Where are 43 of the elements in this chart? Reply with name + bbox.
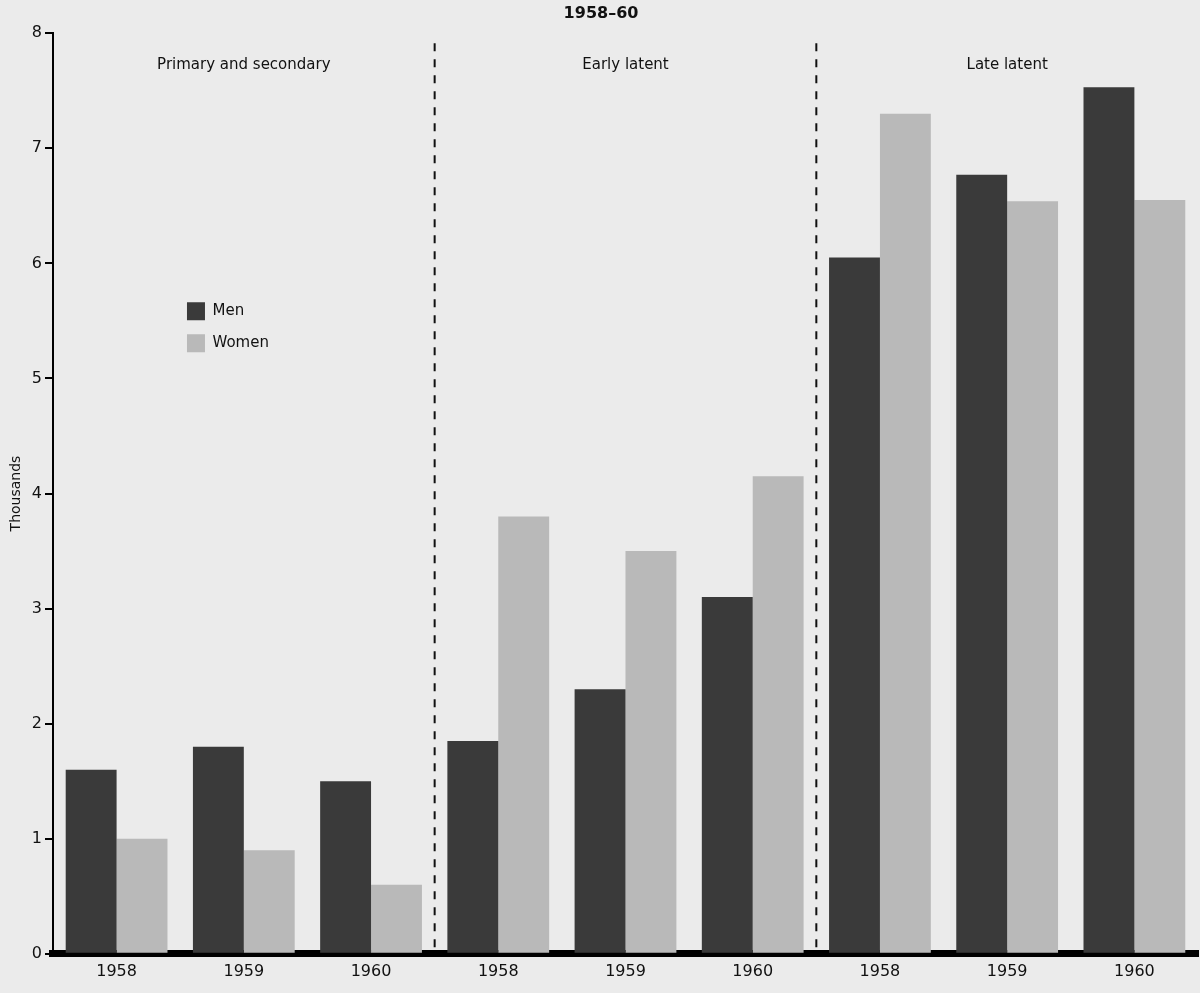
- annotation: Late latent: [966, 55, 1048, 74]
- x-tick-label: 1958: [477, 960, 519, 980]
- x-tick-label: 1959: [223, 960, 265, 980]
- y-tick-label: 8: [31, 22, 42, 42]
- y-tick-label: 1: [31, 827, 42, 847]
- bar: [625, 551, 677, 953]
- legend-label: Women: [212, 333, 269, 352]
- y-tick-label: 4: [31, 482, 42, 502]
- y-tick-label: 5: [31, 367, 42, 387]
- y-tick-label: 2: [31, 712, 42, 732]
- bar: [371, 884, 422, 953]
- bar: [701, 597, 753, 953]
- bar: [1134, 200, 1186, 953]
- x-tick-label: 1960: [732, 960, 774, 980]
- x-tick-label: 1958: [859, 960, 901, 980]
- y-tick-label: 3: [31, 597, 42, 617]
- y-tick-label: 7: [31, 137, 42, 157]
- bar: [192, 746, 244, 953]
- y-tick-label: 0: [31, 942, 42, 962]
- legend-label: Men: [212, 301, 245, 320]
- x-tick-label: 1958: [96, 960, 137, 980]
- chart-title: 1958–60: [563, 2, 639, 22]
- y-axis-title: Thousands: [7, 455, 24, 533]
- bar: [1007, 201, 1059, 953]
- annotation: Primary and secondary: [157, 55, 331, 74]
- bar: [752, 476, 804, 953]
- bar: [829, 257, 880, 953]
- x-tick-label: 1960: [1114, 960, 1155, 980]
- bar: [956, 174, 1008, 953]
- bar: [116, 838, 168, 953]
- bar: [320, 781, 372, 953]
- x-tick-label: 1959: [986, 960, 1028, 980]
- y-tick-label: 6: [31, 252, 42, 272]
- bar: [447, 740, 499, 953]
- bar: [243, 850, 295, 953]
- bar: [1083, 87, 1135, 953]
- x-tick-label: 1959: [605, 960, 646, 980]
- bar: [879, 113, 931, 953]
- annotation: Early latent: [582, 55, 669, 74]
- bar: [65, 769, 117, 953]
- bar: [574, 689, 626, 953]
- x-tick-label: 1960: [350, 960, 392, 980]
- bar: [498, 516, 550, 953]
